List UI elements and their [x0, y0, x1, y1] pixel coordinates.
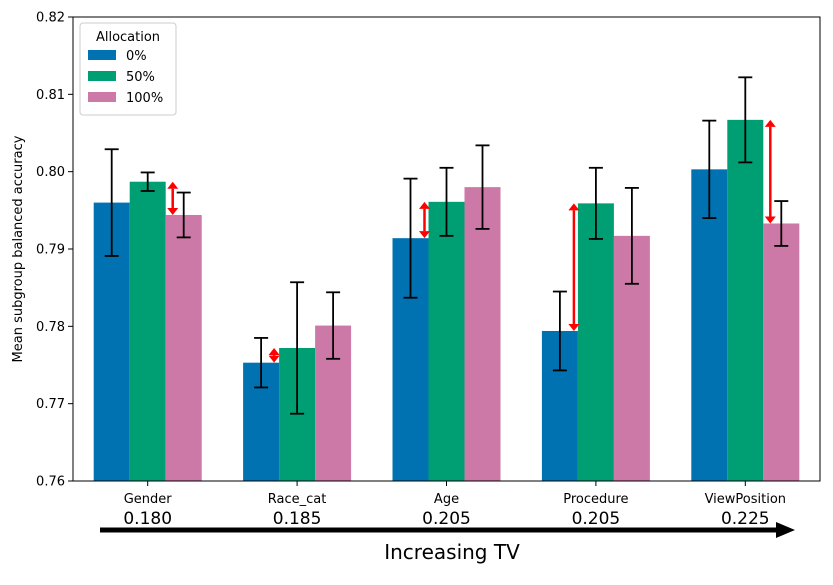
- arrow-head: [568, 323, 580, 331]
- tv-value: 0.180: [123, 509, 172, 529]
- arrow-head: [764, 119, 776, 127]
- bar: [727, 119, 764, 481]
- y-tick-label: 0.78: [36, 320, 65, 335]
- x-axis-ticks: Gender 0.180 Race_cat 0.185 Age 0.205 Procedur…: [123, 481, 786, 529]
- arrow-head: [419, 231, 430, 239]
- legend: Allocation 0% 50% 100%: [79, 22, 177, 116]
- y-tick-label: 0.82: [36, 11, 65, 26]
- x-tick-label: Race_cat: [268, 492, 327, 507]
- legend-swatch: [88, 50, 116, 60]
- tv-value: 0.205: [422, 509, 471, 529]
- legend-swatch: [88, 71, 116, 81]
- y-tick-label: 0.77: [36, 397, 65, 412]
- y-tick-label: 0.81: [36, 88, 65, 103]
- tv-value: 0.205: [572, 509, 621, 529]
- y-tick-label: 0.79: [36, 243, 65, 258]
- y-axis-ticks: 0.76 0.77 0.78 0.79 0.80 0.81 0.82: [36, 11, 73, 490]
- increasing-tv-label: Increasing TV: [384, 540, 520, 564]
- bar: [129, 181, 166, 481]
- legend-title: Allocation: [96, 30, 160, 45]
- bar: [464, 187, 501, 481]
- arrow-head: [268, 347, 280, 355]
- bar: [763, 223, 800, 482]
- bar: [691, 169, 728, 481]
- difference-arrows: [167, 119, 776, 363]
- bar: [165, 214, 202, 481]
- x-tick-label: Age: [434, 492, 459, 507]
- bar: [577, 203, 614, 481]
- arrow-head: [764, 216, 776, 224]
- arrow-head: [268, 355, 280, 363]
- arrow-head: [568, 203, 580, 211]
- x-tick-label: ViewPosition: [705, 492, 786, 507]
- arrow-head: [167, 207, 179, 215]
- tv-value: 0.185: [273, 509, 322, 529]
- error-bars: [104, 76, 789, 415]
- arrow-head: [419, 201, 430, 209]
- y-tick-label: 0.80: [36, 165, 65, 180]
- increasing-tv-arrow: [100, 522, 795, 538]
- bar: [428, 201, 465, 481]
- legend-entry-label: 100%: [126, 91, 163, 106]
- legend-entry-label: 50%: [126, 70, 155, 85]
- y-axis-label: Mean subgroup balanced accuracy: [11, 135, 26, 362]
- legend-swatch: [88, 92, 116, 102]
- x-tick-label: Procedure: [563, 492, 628, 507]
- arrow-head: [167, 181, 179, 189]
- tv-value: 0.225: [721, 509, 770, 529]
- y-tick-label: 0.76: [36, 475, 65, 490]
- legend-entry-label: 0%: [126, 49, 147, 64]
- tv-arrow-head: [776, 522, 795, 538]
- x-tick-label: Gender: [124, 492, 173, 507]
